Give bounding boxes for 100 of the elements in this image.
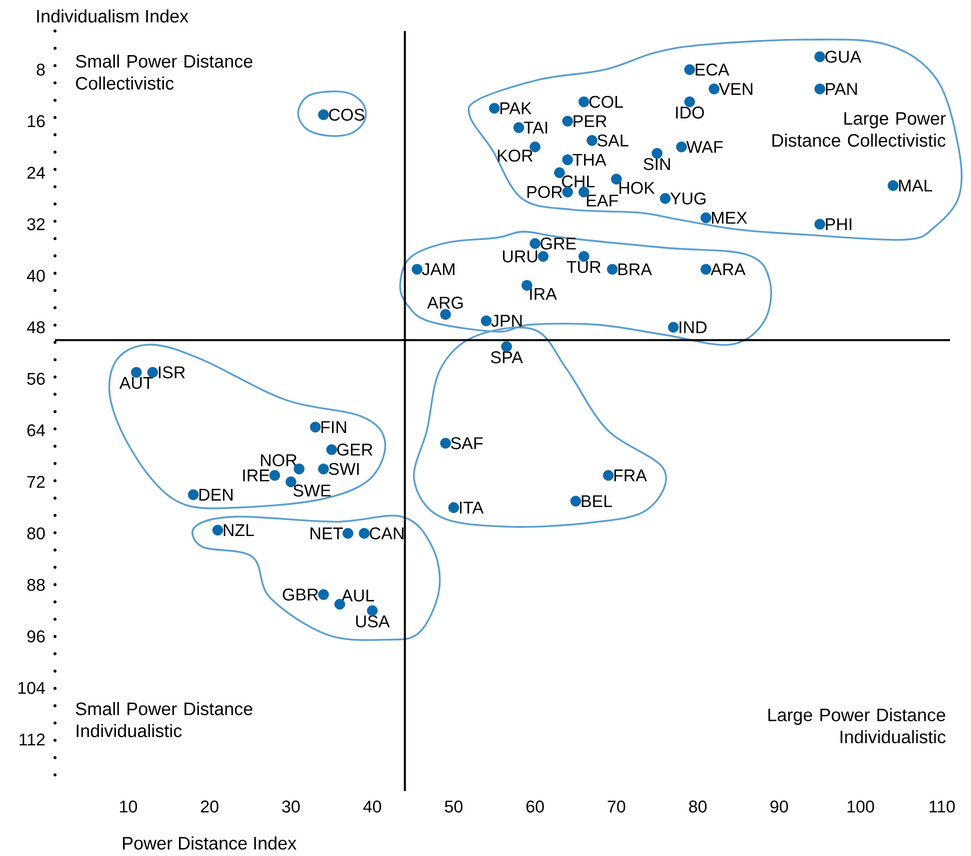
annotation: FIN: [321, 421, 346, 433]
annotation: BRA: [618, 263, 652, 276]
point: [570, 496, 582, 507]
point: [814, 84, 826, 94]
point: [538, 251, 549, 262]
annotation: ISR: [158, 366, 185, 378]
x-tick-label: 100: [848, 800, 874, 813]
y-tick-label: 8: [36, 64, 45, 76]
x-axis-title: Power Distance Index: [123, 836, 296, 850]
annotation: NZL: [224, 524, 254, 536]
point: [188, 489, 199, 500]
y-tick-label: 72: [27, 476, 45, 488]
x-tick-label: 20: [201, 800, 218, 813]
annotation: JAM: [422, 263, 454, 276]
x-tick-label: 30: [282, 800, 300, 813]
x-tick-label: 110: [930, 800, 955, 813]
point: [814, 51, 826, 62]
point: [530, 238, 540, 249]
point: [676, 142, 687, 152]
annotation: SPA: [490, 351, 523, 364]
point: [130, 366, 142, 378]
annotation: GRE: [540, 238, 576, 250]
point: [212, 524, 224, 536]
annotation: ECA: [696, 64, 730, 76]
annotation: KOR: [498, 150, 533, 162]
point: [814, 218, 826, 230]
x-tick-label: 90: [770, 800, 788, 813]
annotation: IDO: [676, 106, 704, 119]
point: [326, 444, 338, 456]
x-tick-label: 70: [608, 800, 626, 813]
annotation: GER: [337, 444, 372, 456]
annotation: TAI: [524, 122, 548, 134]
point: [578, 96, 590, 108]
annotation: MAL: [899, 180, 932, 192]
y-tick-label: 112: [20, 734, 45, 746]
annotation: Small Power Distance Collectivistic: [76, 54, 252, 90]
annotation: Large Power Distance Collectivistic: [772, 112, 946, 147]
annotation: JPN: [491, 314, 522, 327]
annotation: WAF: [686, 141, 723, 153]
point: [586, 135, 598, 146]
annotation: BEL: [582, 495, 612, 508]
point: [480, 315, 492, 326]
x-tick-label: 40: [363, 800, 382, 813]
y-tick-label: 64: [27, 424, 45, 436]
annotation: POR: [527, 186, 562, 198]
annotation: ARG: [427, 296, 463, 309]
annotation: GUA: [825, 50, 862, 63]
x-tick-label: 50: [444, 800, 462, 813]
point: [342, 528, 354, 539]
point: [606, 264, 618, 275]
point: [684, 96, 696, 108]
y-tick-label: 80: [27, 527, 45, 540]
annotation: Small Power Distance Individualistic: [76, 702, 252, 738]
point: [700, 264, 712, 275]
point: [366, 605, 378, 616]
annotation: IRA: [530, 288, 557, 300]
annotation: PAK: [500, 102, 532, 114]
annotation: SAF: [451, 437, 483, 450]
point: [888, 180, 898, 191]
annotation: MEX: [712, 212, 748, 224]
annotation: NET: [310, 528, 343, 540]
annotation: GBR: [282, 588, 318, 601]
point: [412, 264, 422, 275]
annotation: YUG: [670, 192, 706, 204]
annotation: FRA: [614, 470, 647, 482]
annotation: SAL: [597, 134, 628, 147]
y-tick-label: 24: [27, 166, 45, 179]
point: [562, 154, 573, 166]
point: [318, 464, 329, 474]
y-tick-label: 32: [27, 218, 45, 230]
annotation: AUT: [119, 377, 153, 389]
annotation: ARA: [710, 263, 746, 276]
y-tick-label: 48: [26, 321, 45, 334]
annotation: SIN: [644, 158, 670, 170]
annotation: Large Power Distance Individualistic: [768, 708, 946, 744]
annotation: AUL: [342, 590, 374, 602]
annotation: CAN: [370, 527, 404, 540]
annotation: COS: [329, 108, 364, 121]
annotation: URU: [502, 250, 538, 262]
point: [652, 148, 662, 159]
point: [448, 502, 460, 514]
annotation: PER: [574, 115, 606, 128]
y-tick-label: 56: [27, 372, 45, 385]
point: [660, 193, 671, 204]
point: [602, 470, 614, 481]
annotation: IND: [680, 321, 707, 334]
x-tick-label: 60: [526, 800, 544, 813]
point: [318, 109, 329, 120]
point: [578, 251, 590, 262]
y-axis-title: Individualism Index: [37, 9, 188, 23]
x-tick-label: 80: [689, 800, 707, 813]
point: [310, 422, 321, 433]
annotation: ITA: [460, 502, 484, 514]
annotation: VEN: [718, 83, 752, 95]
y-tick-label: 88: [27, 578, 45, 591]
point: [358, 528, 370, 539]
point: [440, 438, 451, 449]
point: [147, 366, 158, 378]
y-tick-label: 96: [27, 630, 45, 642]
annotation: NOR: [261, 454, 297, 466]
